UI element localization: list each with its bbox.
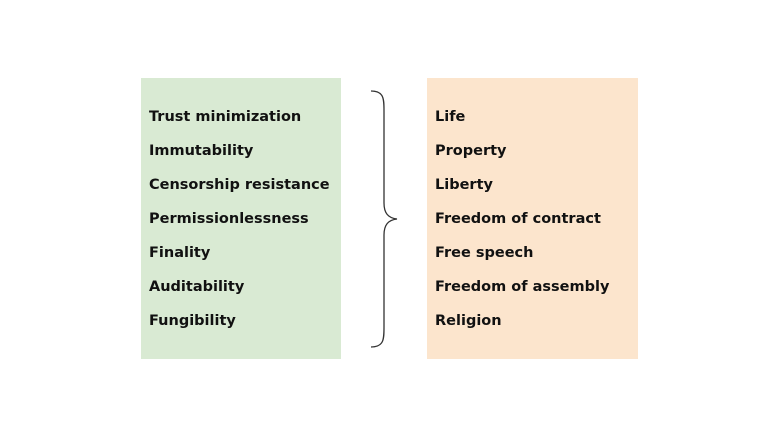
left-list-item: Fungibility [149, 313, 236, 329]
left-list-item: Immutability [149, 143, 254, 159]
right-list-item: Life [435, 109, 466, 125]
left-list-box: Trust minimization Immutability Censorship… [141, 78, 341, 359]
curly-brace-icon [370, 90, 398, 348]
left-list-item: Finality [149, 245, 211, 261]
right-list-box: Life Property Liberty Freedom of contract Fr… [427, 78, 638, 359]
left-list-item: Trust minimization [149, 109, 302, 125]
right-list-item: Freedom of assembly [435, 279, 610, 295]
right-list-item: Property [435, 143, 507, 159]
left-list-item: Censorship resistance [149, 177, 330, 193]
right-list-item: Freedom of contract [435, 211, 601, 227]
left-list-item: Auditability [149, 279, 245, 295]
right-list-item: Religion [435, 313, 502, 329]
left-list-item: Permissionlessness [149, 211, 309, 227]
right-list-item: Liberty [435, 177, 493, 193]
right-list-item: Free speech [435, 245, 534, 261]
